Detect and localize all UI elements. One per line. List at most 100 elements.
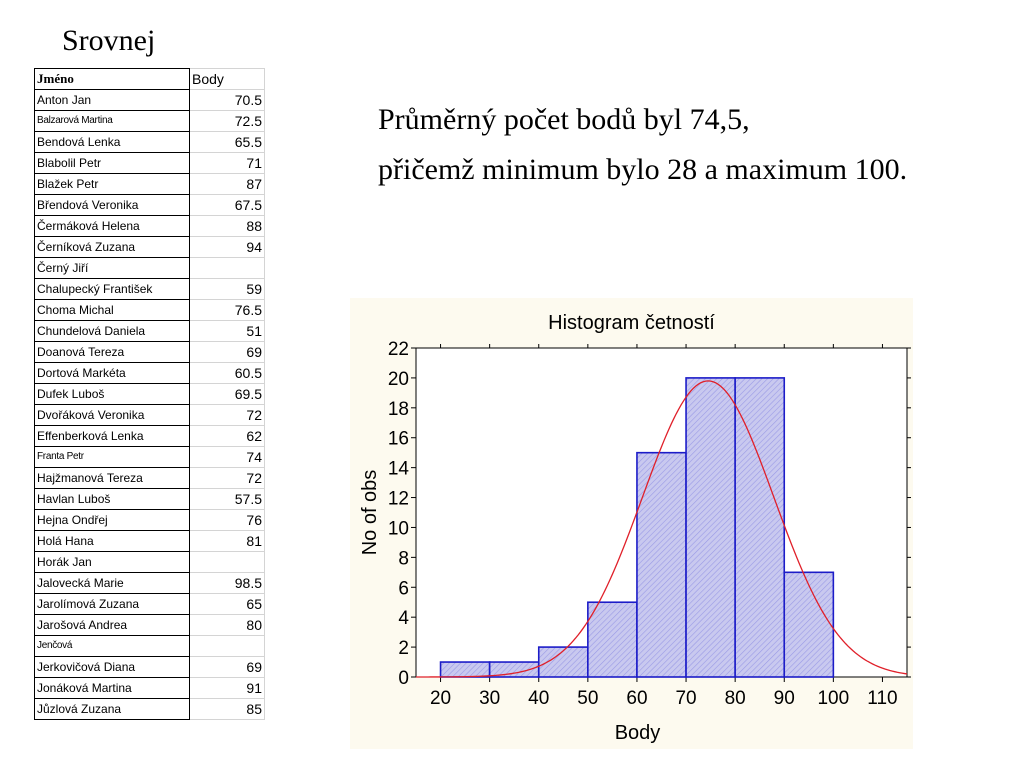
table-row: Doanová Tereza 69 <box>34 341 265 363</box>
score-cell: 98.5 <box>189 572 265 594</box>
table-row: Choma Michal 76.5 <box>34 299 265 321</box>
table-row: Horák Jan <box>34 551 265 573</box>
student-name-cell: Bendová Lenka <box>34 131 190 153</box>
table-row: Jarošová Andrea 80 <box>34 614 265 636</box>
score-cell: 94 <box>189 236 265 258</box>
table-row: Jenčová <box>34 635 265 657</box>
student-name-cell: Blabolil Petr <box>34 152 190 174</box>
student-name-cell: Havlan Luboš <box>34 488 190 510</box>
summary-text: Průměrný počet bodů byl 74,5, přičemž mi… <box>378 102 938 202</box>
student-name-cell: Břendová Veronika <box>34 194 190 216</box>
table-row: Havlan Luboš 57.5 <box>34 488 265 510</box>
score-cell: 51 <box>189 320 265 342</box>
table-row: Anton Jan 70.5 <box>34 89 265 111</box>
x-axis-label: Body <box>615 722 661 744</box>
table-row: Holá Hana 81 <box>34 530 265 552</box>
y-tick-label: 10 <box>388 518 409 539</box>
histogram-bar <box>587 601 638 678</box>
y-tick-label: 20 <box>388 369 409 390</box>
score-cell <box>189 635 265 657</box>
score-cell: 88 <box>189 215 265 237</box>
student-name-cell: Horák Jan <box>34 551 190 573</box>
x-tick-label: 60 <box>626 688 647 709</box>
table-row: Černý Jiří <box>34 257 265 279</box>
student-name-cell: Hejna Ondřej <box>34 509 190 531</box>
table-row: Dortová Markéta 60.5 <box>34 362 265 384</box>
table-row: Jalovecká Marie 98.5 <box>34 572 265 594</box>
score-cell: 80 <box>189 614 265 636</box>
table-row: Hejna Ondřej 76 <box>34 509 265 531</box>
student-name-cell: Černíková Zuzana <box>34 236 190 258</box>
score-cell: 87 <box>189 173 265 195</box>
table-row: Čermáková Helena 88 <box>34 215 265 237</box>
score-cell: 72 <box>189 404 265 426</box>
score-cell <box>189 257 265 279</box>
score-cell: 72.5 <box>189 110 265 132</box>
table-row: Blažek Petr 87 <box>34 173 265 195</box>
x-tick-label: 50 <box>577 688 598 709</box>
score-cell: 74 <box>189 446 265 468</box>
student-name-cell: Dortová Markéta <box>34 362 190 384</box>
table-row: Břendová Veronika 67.5 <box>34 194 265 216</box>
score-cell: 69 <box>189 341 265 363</box>
y-tick-label: 22 <box>388 339 409 360</box>
score-cell: 71 <box>189 152 265 174</box>
table-row: Jarolímová Zuzana 65 <box>34 593 265 615</box>
y-tick-label: 16 <box>388 429 409 450</box>
score-cell: 70.5 <box>189 89 265 111</box>
score-cell: 65 <box>189 593 265 615</box>
y-tick-label: 8 <box>398 548 409 569</box>
student-name-cell: Hajžmanová Tereza <box>34 467 190 489</box>
student-name-cell: Anton Jan <box>34 89 190 111</box>
score-table-body: Jméno Body Anton Jan 70.5 Balzarová Martin… <box>34 68 265 720</box>
student-name-cell: Franta Petr <box>34 446 190 468</box>
histogram-bar <box>636 451 687 678</box>
table-row: Černíková Zuzana 94 <box>34 236 265 258</box>
student-name-cell: Dufek Luboš <box>34 383 190 405</box>
student-name-cell: Holá Hana <box>34 530 190 552</box>
table-row: Effenberková Lenka 62 <box>34 425 265 447</box>
y-tick-label: 14 <box>388 459 410 480</box>
score-table: Jméno Body Anton Jan 70.5 Balzarová Martin… <box>34 68 265 720</box>
x-tick-label: 40 <box>528 688 549 709</box>
table-row: Dvořáková Veronika 72 <box>34 404 265 426</box>
y-axis-label: No of obs <box>359 470 381 556</box>
y-tick-label: 12 <box>388 489 409 510</box>
y-tick-label: 0 <box>398 668 409 689</box>
y-tick-label: 4 <box>398 608 409 629</box>
score-cell: 59 <box>189 278 265 300</box>
x-tick-label: 110 <box>867 688 897 709</box>
student-name-cell: Jerkovičová Diana <box>34 656 190 678</box>
student-name-cell: Jenčová <box>34 635 190 657</box>
student-name-cell: Choma Michal <box>34 299 190 321</box>
table-row: Jůzlová Zuzana 85 <box>34 698 265 720</box>
score-cell: 57.5 <box>189 488 265 510</box>
student-name-cell: Dvořáková Veronika <box>34 404 190 426</box>
table-header-row: Jméno Body <box>34 68 265 90</box>
score-cell: 85 <box>189 698 265 720</box>
x-tick-label: 80 <box>725 688 746 709</box>
student-name-cell: Jonáková Martina <box>34 677 190 699</box>
x-tick-label: 70 <box>675 688 696 709</box>
student-name-cell: Jůzlová Zuzana <box>34 698 190 720</box>
histogram-bar <box>439 661 491 678</box>
student-name-cell: Černý Jiří <box>34 257 190 279</box>
histogram-bar <box>685 377 736 678</box>
student-name-cell: Doanová Tereza <box>34 341 190 363</box>
table-row: Balzarová Martina 72.5 <box>34 110 265 132</box>
table-row: Chundelová Daniela 51 <box>34 320 265 342</box>
chart-title: Histogram četností <box>548 312 715 334</box>
histogram-chart: Histogram četností 0 2 4 6 8 10 12 14 16 18 20 22 20 3… <box>350 298 913 749</box>
score-cell <box>189 551 265 573</box>
header-name: Jméno <box>34 68 190 90</box>
table-row: Hajžmanová Tereza 72 <box>34 467 265 489</box>
table-row: Chalupecký František 59 <box>34 278 265 300</box>
student-name-cell: Effenberková Lenka <box>34 425 190 447</box>
x-tick-label: 30 <box>479 688 500 709</box>
histogram-svg: Histogram četností 0 2 4 6 8 10 12 14 16 18 20 22 20 3… <box>359 312 911 744</box>
student-name-cell: Chalupecký František <box>34 278 190 300</box>
table-row: Franta Petr 74 <box>34 446 265 468</box>
student-name-cell: Jarolímová Zuzana <box>34 593 190 615</box>
table-row: Bendová Lenka 65.5 <box>34 131 265 153</box>
score-cell: 76.5 <box>189 299 265 321</box>
